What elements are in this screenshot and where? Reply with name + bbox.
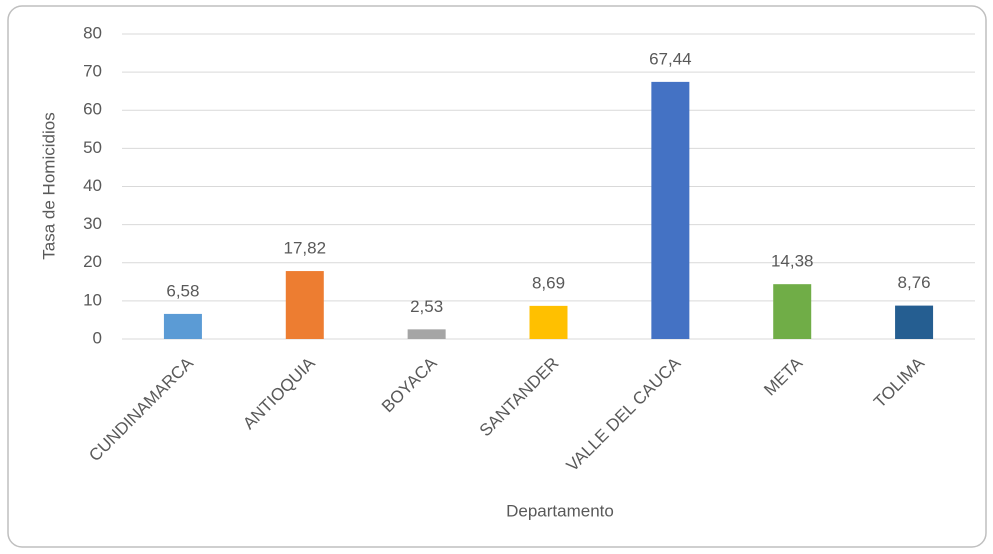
- data-label: 6,58: [166, 281, 199, 300]
- data-label: 14,38: [771, 252, 814, 271]
- data-label: 2,53: [410, 297, 443, 316]
- y-tick-label: 10: [83, 290, 102, 309]
- y-tick-label: 80: [83, 23, 102, 42]
- y-tick-label: 0: [93, 328, 102, 347]
- data-label: 8,76: [898, 273, 931, 292]
- bar: [407, 329, 446, 339]
- bar: [529, 305, 568, 339]
- y-tick-label: 60: [83, 100, 102, 119]
- data-label: 67,44: [649, 49, 692, 68]
- bar: [651, 81, 690, 339]
- y-tick-label: 40: [83, 176, 102, 195]
- y-tick-label: 50: [83, 138, 102, 157]
- y-tick-label: 70: [83, 62, 102, 81]
- x-axis-title: Departamento: [506, 501, 614, 520]
- bar: [773, 284, 812, 339]
- data-label: 8,69: [532, 273, 565, 292]
- y-tick-label: 30: [83, 214, 102, 233]
- data-label: 17,82: [284, 239, 327, 258]
- bar: [895, 305, 934, 339]
- chart-border: [7, 5, 987, 548]
- y-axis-title: Tasa de Homicidios: [39, 112, 58, 259]
- y-tick-label: 20: [83, 252, 102, 271]
- bar: [285, 271, 324, 339]
- bar: [163, 313, 202, 339]
